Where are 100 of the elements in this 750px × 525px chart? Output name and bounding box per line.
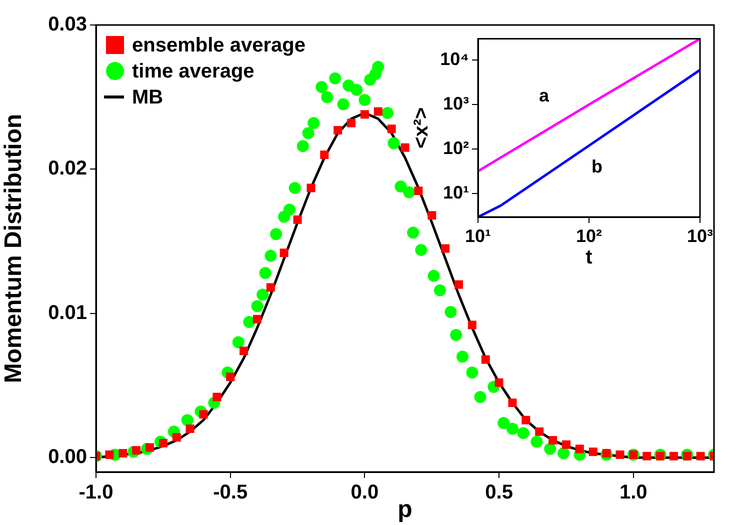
point <box>468 320 476 330</box>
point <box>256 288 269 301</box>
point <box>450 329 462 342</box>
point <box>434 284 446 296</box>
x-axis-title: p <box>398 496 412 524</box>
point <box>669 452 678 460</box>
point <box>544 442 556 455</box>
point <box>428 270 440 282</box>
x-tick-label: 10³ <box>686 226 714 246</box>
point <box>400 143 410 152</box>
point <box>428 211 436 220</box>
point <box>293 215 302 224</box>
point <box>548 436 558 445</box>
point <box>337 98 350 110</box>
y-tick-label: 10² <box>442 138 470 158</box>
point <box>243 316 256 328</box>
series-label: b <box>592 156 602 177</box>
point <box>259 267 272 280</box>
point <box>350 84 363 96</box>
point <box>388 137 400 150</box>
point <box>316 81 328 94</box>
legend-label: time average <box>132 60 254 83</box>
legend-label: MB <box>132 86 164 109</box>
series-label: a <box>538 86 550 106</box>
x-tick-label: -1.0 <box>78 482 114 504</box>
point <box>382 106 394 119</box>
point <box>558 447 570 460</box>
point <box>329 72 342 84</box>
point <box>372 60 384 73</box>
point <box>441 244 450 253</box>
point <box>387 124 396 134</box>
point <box>522 416 530 424</box>
point <box>508 398 517 408</box>
point <box>320 150 329 160</box>
y-tick-label: 10³ <box>442 94 470 114</box>
point <box>270 228 282 240</box>
y-axis-title: <x²> <box>410 107 433 148</box>
point <box>466 366 478 379</box>
point <box>474 391 486 404</box>
point <box>181 414 194 426</box>
point <box>296 140 309 152</box>
point <box>403 186 416 198</box>
point <box>252 314 262 324</box>
point <box>456 350 468 363</box>
point <box>334 126 342 135</box>
x-tick-label: 0.0 <box>350 482 379 504</box>
point <box>360 110 369 119</box>
point <box>517 427 530 440</box>
point <box>358 94 371 106</box>
point <box>118 449 128 458</box>
y-axis-title: Momentum Distribution <box>0 114 28 384</box>
point <box>251 300 264 312</box>
point <box>530 436 543 448</box>
point <box>444 306 457 318</box>
point <box>494 378 504 387</box>
point <box>186 424 194 433</box>
y-tick-label: 10¹ <box>442 182 470 203</box>
point <box>302 127 314 140</box>
point <box>288 182 301 194</box>
x-tick-label: 1.0 <box>619 482 648 504</box>
y-tick-label: 0.02 <box>48 158 87 180</box>
point <box>575 444 584 454</box>
point <box>105 450 114 459</box>
point <box>415 244 428 256</box>
point <box>562 440 570 449</box>
point <box>374 107 382 116</box>
point <box>616 450 624 459</box>
point <box>414 186 423 196</box>
point <box>321 91 334 104</box>
y-tick-label: 0.01 <box>48 302 87 324</box>
point <box>454 280 463 289</box>
point <box>232 336 244 348</box>
point <box>535 427 544 436</box>
point <box>394 180 407 192</box>
x-tick-label: 0.5 <box>485 482 513 504</box>
y-tick-label: 0.00 <box>48 446 87 468</box>
point <box>306 184 316 192</box>
point <box>481 355 490 364</box>
y-tick-label: 10⁴ <box>440 49 469 70</box>
legend-label: ensemble average <box>132 34 306 57</box>
point <box>588 448 598 456</box>
point <box>308 117 320 130</box>
x-tick-label: 10¹ <box>464 226 492 246</box>
point <box>280 248 288 258</box>
point <box>266 283 275 292</box>
y-tick-label: 0.03 <box>48 14 87 36</box>
point <box>347 118 356 128</box>
point <box>240 346 248 356</box>
point <box>172 433 181 442</box>
point <box>642 452 652 460</box>
point <box>264 250 277 262</box>
point <box>407 226 420 239</box>
x-tick-label: -0.5 <box>213 482 248 504</box>
x-axis-title: t <box>586 246 593 269</box>
x-tick-label: 10² <box>576 226 602 246</box>
point <box>696 452 705 460</box>
point <box>498 416 510 429</box>
point <box>506 422 518 435</box>
point <box>283 204 296 216</box>
point <box>212 392 222 402</box>
